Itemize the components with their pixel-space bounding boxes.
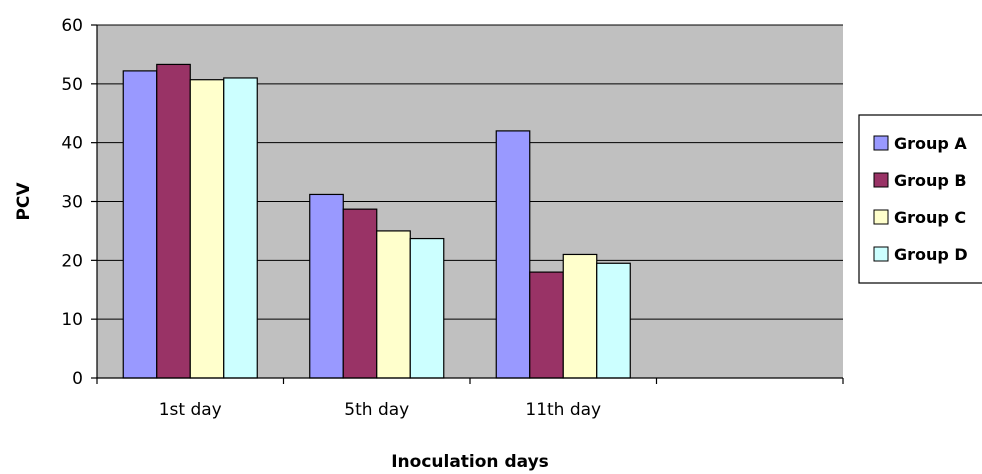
x-tick-label: 5th day (344, 400, 409, 420)
y-tick-label: 0 (72, 369, 83, 389)
bar (562, 253, 598, 379)
bar (529, 271, 564, 379)
bar (156, 63, 191, 379)
bar (122, 70, 158, 379)
bar (495, 130, 531, 379)
axes: 0 10 20 30 40 50 60 1st day 5th day 11th day (61, 16, 844, 420)
legend-label: Group A (894, 134, 967, 153)
bar (376, 230, 411, 379)
legend-label: Group C (894, 208, 966, 227)
x-tick-label: 1st day (159, 400, 222, 420)
bar (596, 262, 631, 379)
y-tick-label: 20 (61, 251, 83, 271)
legend-swatch (873, 209, 889, 225)
bar (342, 208, 378, 379)
y-tick-label: 10 (61, 310, 83, 330)
bar (223, 77, 258, 379)
y-tick-label: 50 (61, 75, 83, 95)
bar (189, 79, 225, 379)
bar (409, 237, 445, 379)
x-axis-title: Inoculation days (391, 452, 549, 472)
y-axis-title: PCV (14, 182, 34, 221)
plot-area (97, 24, 843, 379)
y-tick-label: 60 (61, 16, 83, 36)
x-tick-label: 11th day (525, 400, 601, 420)
y-tick-label: 30 (61, 193, 83, 213)
legend: Group A Group B Group C Group D (858, 114, 982, 284)
legend-label: Group B (894, 171, 967, 190)
bar (309, 193, 344, 379)
legend-swatch (873, 172, 889, 188)
legend-label: Group D (894, 245, 968, 264)
legend-swatch (873, 135, 889, 151)
legend-swatch (873, 246, 889, 262)
y-tick-label: 40 (61, 134, 83, 154)
